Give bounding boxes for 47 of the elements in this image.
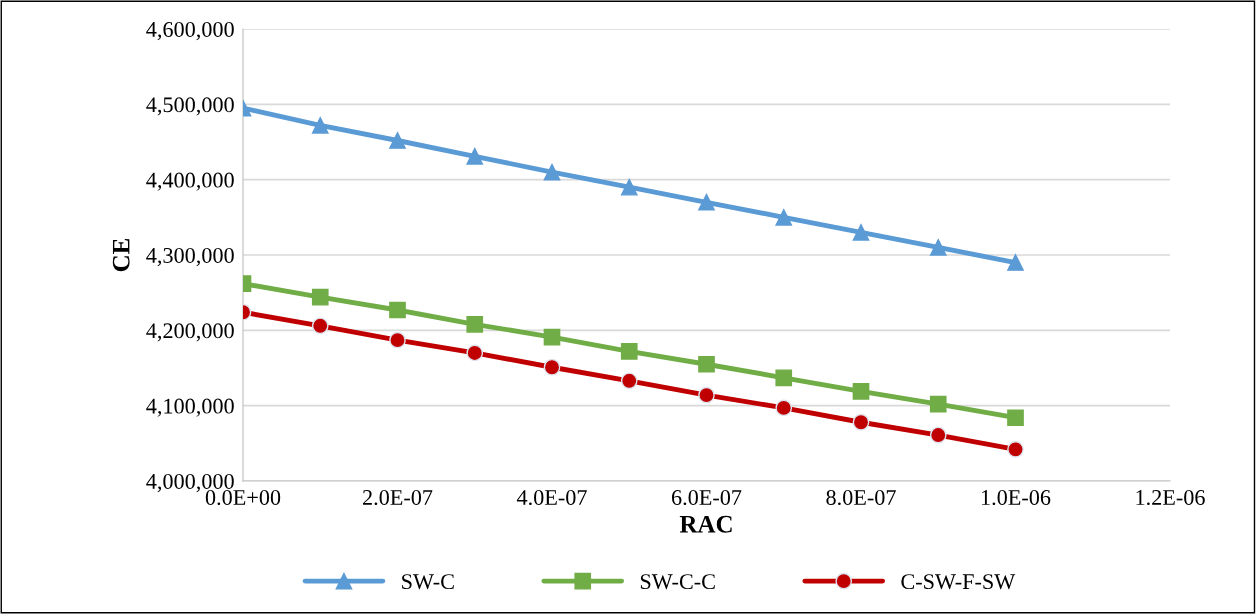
- y-axis-title: CE: [112, 238, 130, 272]
- point: [620, 372, 638, 390]
- point: [929, 395, 947, 413]
- point: [1007, 409, 1024, 427]
- point: [1007, 254, 1024, 271]
- point: [543, 358, 561, 376]
- point: [698, 355, 715, 373]
- point: [698, 193, 715, 211]
- point: [311, 117, 329, 134]
- legend-label: SW-C-C: [640, 574, 715, 590]
- x-tick-label: 4.0E-07: [516, 489, 587, 506]
- x-tick-label: 1.0E-06: [981, 489, 1051, 506]
- x-tick-label: 8.0E-07: [826, 489, 896, 506]
- y-tick-label: 4,600,000: [146, 21, 234, 41]
- point: [620, 343, 638, 360]
- point: [543, 163, 561, 181]
- y-tick-label: 4,300,000: [146, 247, 234, 267]
- x-tick-label: 6.0E-07: [671, 489, 742, 506]
- point: [775, 208, 793, 226]
- point: [389, 301, 406, 319]
- point: [852, 383, 870, 400]
- point: [929, 426, 947, 444]
- y-tick-label: 4,200,000: [146, 323, 234, 342]
- point: [698, 386, 715, 404]
- point: [311, 317, 329, 335]
- point: [1007, 441, 1024, 458]
- y-tick-label: 4,400,000: [146, 172, 234, 191]
- point: [466, 147, 484, 165]
- point: [775, 399, 793, 417]
- x-tick-label: 1.2E-06: [1136, 489, 1205, 506]
- legend-label: SW-C: [402, 574, 454, 590]
- point: [543, 328, 561, 346]
- y-tick-label: 4,500,000: [146, 97, 234, 116]
- legend-label: C-SW-F-SW: [901, 574, 1016, 590]
- point: [466, 315, 484, 333]
- x-axis-title: RAC: [679, 515, 732, 533]
- x-tick-label: 2.0E-07: [362, 489, 433, 506]
- point: [929, 239, 947, 256]
- point: [389, 331, 406, 349]
- point: [389, 132, 406, 149]
- point: [311, 288, 329, 306]
- y-tick-label: 4,100,000: [146, 398, 234, 417]
- point: [620, 178, 638, 196]
- point: [775, 369, 793, 387]
- point: [466, 344, 484, 362]
- point: [852, 413, 870, 431]
- point: [852, 224, 870, 241]
